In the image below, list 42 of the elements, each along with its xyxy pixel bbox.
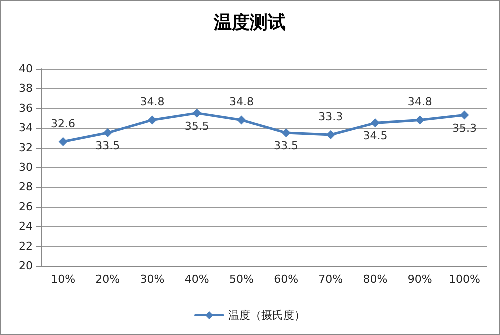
point bbox=[416, 116, 425, 125]
x-tick-label: 100% bbox=[448, 273, 480, 286]
data-label: 34.8 bbox=[229, 96, 254, 109]
point bbox=[192, 108, 202, 118]
data-label: 34.5 bbox=[363, 130, 388, 143]
x-tick-label: 40% bbox=[184, 273, 210, 286]
y-tick-label: 36 bbox=[19, 102, 33, 115]
y-tick-label: 22 bbox=[19, 240, 33, 253]
x-tick-label: 60% bbox=[274, 273, 299, 286]
x-tick-label: 30% bbox=[140, 273, 165, 286]
point bbox=[148, 116, 157, 125]
x-tick-label: 70% bbox=[318, 273, 344, 286]
y-tick-label: 28 bbox=[19, 180, 33, 194]
data-label: 33.3 bbox=[318, 110, 344, 124]
point bbox=[58, 137, 68, 146]
point bbox=[282, 128, 291, 138]
legend-label: 温度（摄氏度） bbox=[228, 309, 306, 322]
data-label: 33.5 bbox=[96, 140, 120, 153]
data-label: 35.3 bbox=[452, 122, 477, 135]
point bbox=[103, 128, 112, 138]
point bbox=[460, 110, 470, 120]
point bbox=[371, 118, 380, 128]
x-tick-label: 50% bbox=[229, 273, 254, 286]
x-tick-label: 10% bbox=[51, 273, 76, 286]
y-tick-label: 40 bbox=[19, 62, 33, 76]
data-label: 35.5 bbox=[184, 120, 210, 133]
data-label: 32.6 bbox=[51, 117, 76, 130]
y-tick-label: 30 bbox=[19, 161, 33, 174]
data-label: 34.8 bbox=[140, 96, 165, 109]
y-tick-label: 20 bbox=[19, 260, 33, 272]
data-label: 33.5 bbox=[274, 140, 299, 153]
y-tick-label: 26 bbox=[19, 200, 33, 214]
y-tick-label: 34 bbox=[19, 122, 33, 135]
data-label: 34.8 bbox=[408, 96, 432, 109]
x-tick-label: 80% bbox=[363, 273, 388, 286]
y-tick-label: 32 bbox=[19, 141, 33, 154]
y-tick-label: 38 bbox=[19, 82, 33, 96]
chart-title: 温度测试 bbox=[213, 12, 286, 34]
y-tick-label: 24 bbox=[19, 220, 33, 234]
x-tick-label: 20% bbox=[96, 273, 120, 286]
x-tick-label: 90% bbox=[408, 273, 432, 286]
point bbox=[237, 116, 246, 125]
